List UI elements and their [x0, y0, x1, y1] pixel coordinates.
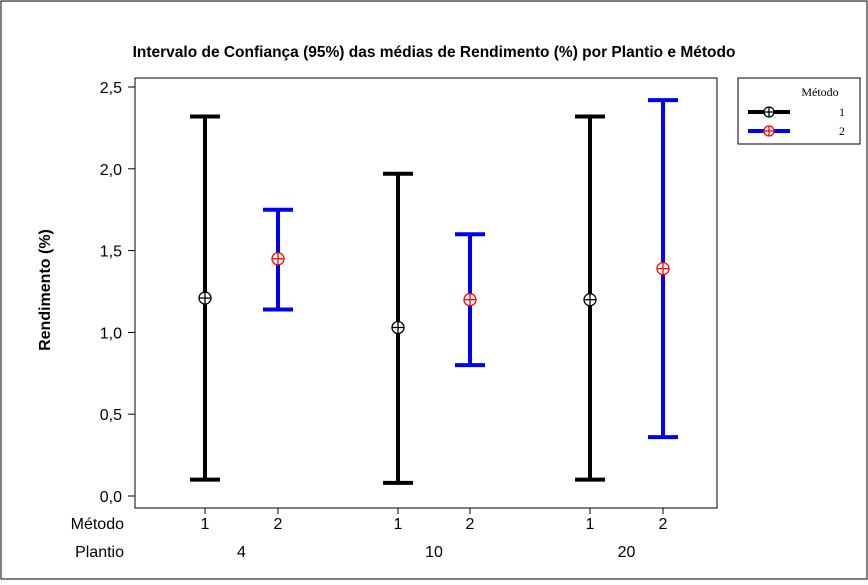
- y-tick-label: 0,0: [100, 489, 122, 506]
- chart-marks: [190, 98, 678, 485]
- interval-metodo-2-plantio-4: [263, 207, 293, 312]
- interval-metodo-1-plantio-10: [383, 171, 413, 485]
- interval-metodo-2-plantio-20: [648, 98, 678, 440]
- x-tick-label-metodo: 2: [659, 516, 668, 533]
- x-tick-label-metodo: 1: [586, 516, 595, 533]
- plot-area: [134, 77, 718, 509]
- y-tick-label: 2,0: [100, 162, 122, 179]
- x-tick-label-metodo: 1: [201, 516, 210, 533]
- legend-item-label: 1: [839, 105, 845, 119]
- x-factor-label-metodo: Método: [71, 516, 124, 533]
- x-tick-label-plantio: 10: [425, 544, 443, 561]
- interval-metodo-2-plantio-10: [455, 232, 485, 368]
- y-axis: 0,0 0,5 1,0 1,5 2,0 2,5: [100, 80, 135, 506]
- y-tick-label: 2,5: [100, 80, 122, 97]
- legend-item-metodo-1: 1: [748, 105, 845, 119]
- legend: Método 12: [737, 77, 861, 145]
- legend-items: 12: [748, 105, 845, 138]
- y-axis-label: Rendimento (%): [37, 229, 54, 351]
- y-tick-label: 1,5: [100, 244, 122, 261]
- x-tick-label-metodo: 2: [466, 516, 475, 533]
- interval-metodo-1-plantio-20: [575, 114, 605, 482]
- x-tick-label-metodo: 2: [274, 516, 283, 533]
- legend-item-label: 2: [839, 124, 845, 138]
- x-tick-label-plantio: 20: [618, 544, 636, 561]
- y-tick-label: 0,5: [100, 407, 122, 424]
- legend-title: Método: [801, 85, 838, 99]
- x-axis: Método Plantio 1 2 1 2 1 2 4 10 20: [71, 508, 668, 561]
- interval-metodo-1-plantio-4: [190, 114, 220, 482]
- x-factor-label-plantio: Plantio: [75, 544, 124, 561]
- x-tick-label-plantio: 4: [237, 544, 246, 561]
- legend-item-metodo-2: 2: [748, 124, 845, 138]
- y-tick-label: 1,0: [100, 325, 122, 342]
- chart-title: Intervalo de Confiança (95%) das médias …: [133, 44, 736, 61]
- x-tick-label-metodo: 1: [394, 516, 403, 533]
